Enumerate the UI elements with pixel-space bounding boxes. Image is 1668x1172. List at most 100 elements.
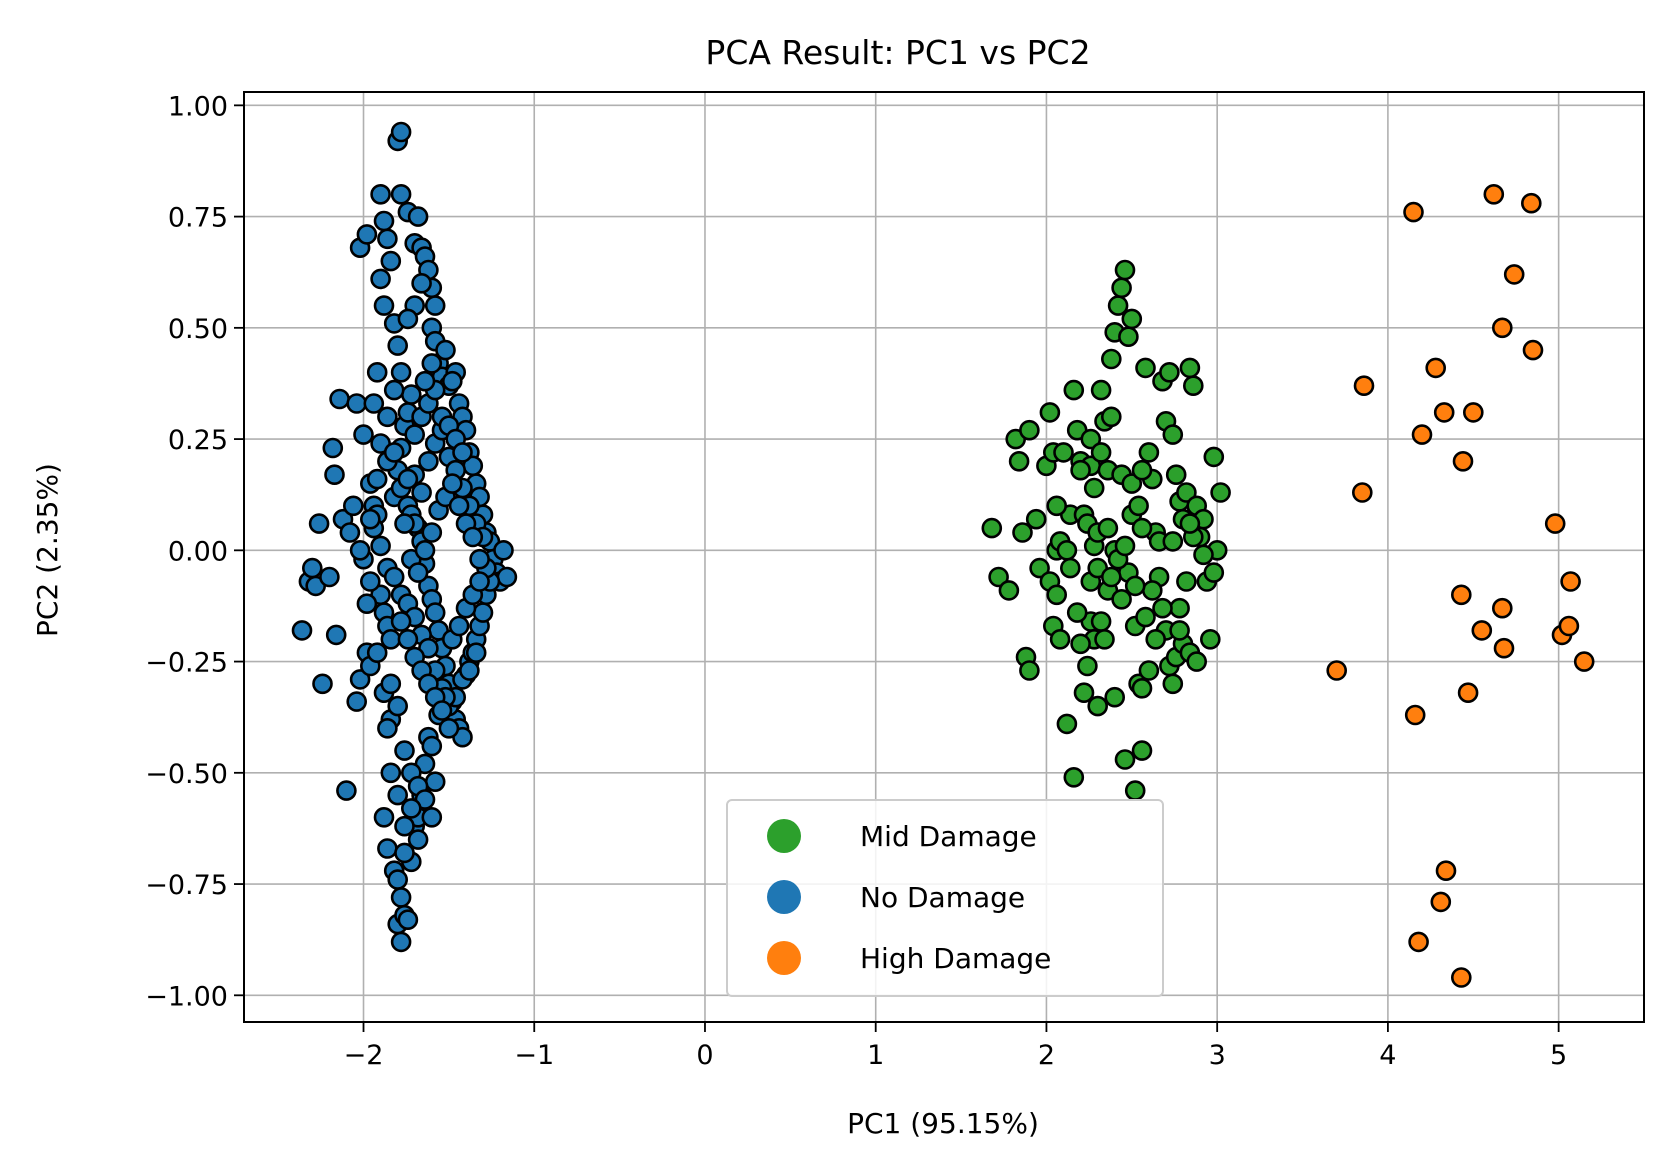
point-no-damage bbox=[377, 838, 398, 859]
point-no-damage bbox=[397, 468, 419, 490]
point-mid-damage bbox=[1111, 277, 1132, 299]
x-tick-label: 1 bbox=[867, 1040, 884, 1071]
point-mid-damage bbox=[1114, 259, 1136, 281]
point-mid-damage bbox=[1118, 326, 1139, 348]
point-mid-damage bbox=[1046, 584, 1067, 606]
point-no-damage bbox=[394, 815, 415, 837]
point-no-damage bbox=[421, 735, 443, 757]
point-no-damage bbox=[373, 295, 395, 316]
y-tick-label: −0.50 bbox=[145, 759, 228, 790]
legend-label-high-damage: High Damage bbox=[860, 942, 1051, 975]
point-mid-damage bbox=[1131, 677, 1153, 699]
point-high-damage bbox=[1430, 891, 1452, 913]
y-tick-label: −0.25 bbox=[145, 648, 228, 679]
grid-lines bbox=[244, 92, 1644, 1022]
point-mid-damage bbox=[1169, 597, 1190, 619]
point-high-damage bbox=[1492, 597, 1513, 619]
point-high-damage bbox=[1452, 450, 1474, 472]
point-no-damage bbox=[438, 717, 460, 739]
point-high-damage bbox=[1352, 482, 1373, 503]
point-no-damage bbox=[472, 602, 494, 623]
point-high-damage bbox=[1573, 651, 1595, 672]
point-no-damage bbox=[370, 535, 391, 557]
point-mid-damage bbox=[1203, 446, 1225, 468]
point-mid-damage bbox=[1070, 633, 1091, 655]
point-no-damage bbox=[324, 464, 345, 486]
point-no-damage bbox=[370, 268, 391, 290]
point-mid-damage bbox=[1138, 442, 1160, 463]
point-mid-damage bbox=[1063, 379, 1085, 401]
point-high-damage bbox=[1560, 571, 1581, 592]
point-mid-damage bbox=[1056, 713, 1078, 735]
legend-marker-mid-damage bbox=[767, 819, 801, 853]
point-no-damage bbox=[394, 740, 415, 761]
point-no-damage bbox=[452, 442, 473, 463]
point-no-damage bbox=[387, 869, 409, 890]
point-no-damage bbox=[346, 393, 368, 414]
point-mid-damage bbox=[1200, 628, 1221, 650]
y-axis-title: PC2 (2.35%) bbox=[31, 463, 64, 637]
point-mid-damage bbox=[1135, 357, 1156, 379]
y-tick-label: 0.25 bbox=[168, 425, 228, 456]
point-mid-damage bbox=[1121, 308, 1143, 330]
point-no-damage bbox=[366, 642, 388, 664]
point-no-damage bbox=[370, 184, 391, 205]
y-tick-label: 1.00 bbox=[168, 91, 228, 122]
point-no-damage bbox=[301, 557, 323, 579]
x-tick-label: 3 bbox=[1209, 1040, 1226, 1071]
point-mid-damage bbox=[1176, 482, 1197, 503]
point-no-damage bbox=[459, 660, 480, 681]
point-mid-damage bbox=[1179, 513, 1201, 534]
point-high-damage bbox=[1353, 375, 1375, 397]
point-no-damage bbox=[387, 695, 409, 717]
point-mid-damage bbox=[1049, 628, 1071, 650]
point-no-damage bbox=[353, 424, 374, 445]
point-no-damage bbox=[319, 566, 340, 588]
point-mid-damage bbox=[1124, 575, 1146, 597]
point-mid-damage bbox=[1203, 562, 1225, 583]
point-mid-damage bbox=[1070, 459, 1091, 481]
point-no-damage bbox=[469, 571, 490, 592]
point-mid-damage bbox=[1210, 482, 1231, 503]
point-mid-damage bbox=[1101, 406, 1122, 428]
point-mid-damage bbox=[1060, 557, 1081, 579]
point-no-damage bbox=[414, 539, 436, 561]
point-no-damage bbox=[342, 495, 364, 517]
point-no-damage bbox=[441, 473, 463, 494]
point-no-damage bbox=[414, 370, 436, 392]
point-mid-damage bbox=[1183, 375, 1204, 397]
point-mid-damage bbox=[1090, 611, 1112, 632]
x-tick-label: −1 bbox=[514, 1040, 554, 1071]
plot-frame bbox=[243, 91, 1645, 1023]
point-mid-damage bbox=[1012, 522, 1033, 543]
point-no-damage bbox=[407, 829, 429, 850]
point-no-damage bbox=[421, 353, 443, 374]
point-mid-damage bbox=[1162, 673, 1184, 695]
point-no-damage bbox=[336, 780, 357, 801]
point-no-damage bbox=[431, 700, 453, 721]
point-no-damage bbox=[462, 526, 484, 548]
point-high-damage bbox=[1425, 357, 1446, 379]
point-no-damage bbox=[400, 798, 422, 819]
x-tick-label: 5 bbox=[1550, 1040, 1567, 1071]
point-mid-damage bbox=[1094, 628, 1115, 650]
point-no-damage bbox=[359, 571, 381, 592]
point-mid-damage bbox=[1025, 508, 1047, 530]
point-no-damage bbox=[387, 784, 409, 806]
point-no-damage bbox=[373, 210, 395, 232]
y-tick-label: −0.75 bbox=[145, 870, 228, 901]
point-high-damage bbox=[1503, 264, 1525, 285]
point-mid-damage bbox=[1080, 428, 1102, 450]
point-no-damage bbox=[356, 224, 378, 245]
point-high-damage bbox=[1457, 682, 1479, 704]
x-tick-label: 0 bbox=[696, 1040, 713, 1071]
point-no-damage bbox=[356, 593, 378, 615]
point-no-damage bbox=[325, 624, 347, 646]
point-no-damage bbox=[411, 482, 432, 503]
point-no-damage bbox=[349, 539, 371, 561]
axis-ticks: −2 −1 0 1 2 3 4 5 1.00 0.75 0.50 0.25 0.00 −0.25 −0.50… bbox=[145, 91, 1567, 1071]
point-high-damage bbox=[1408, 931, 1429, 953]
point-no-damage bbox=[387, 335, 409, 356]
point-high-damage bbox=[1544, 513, 1566, 534]
